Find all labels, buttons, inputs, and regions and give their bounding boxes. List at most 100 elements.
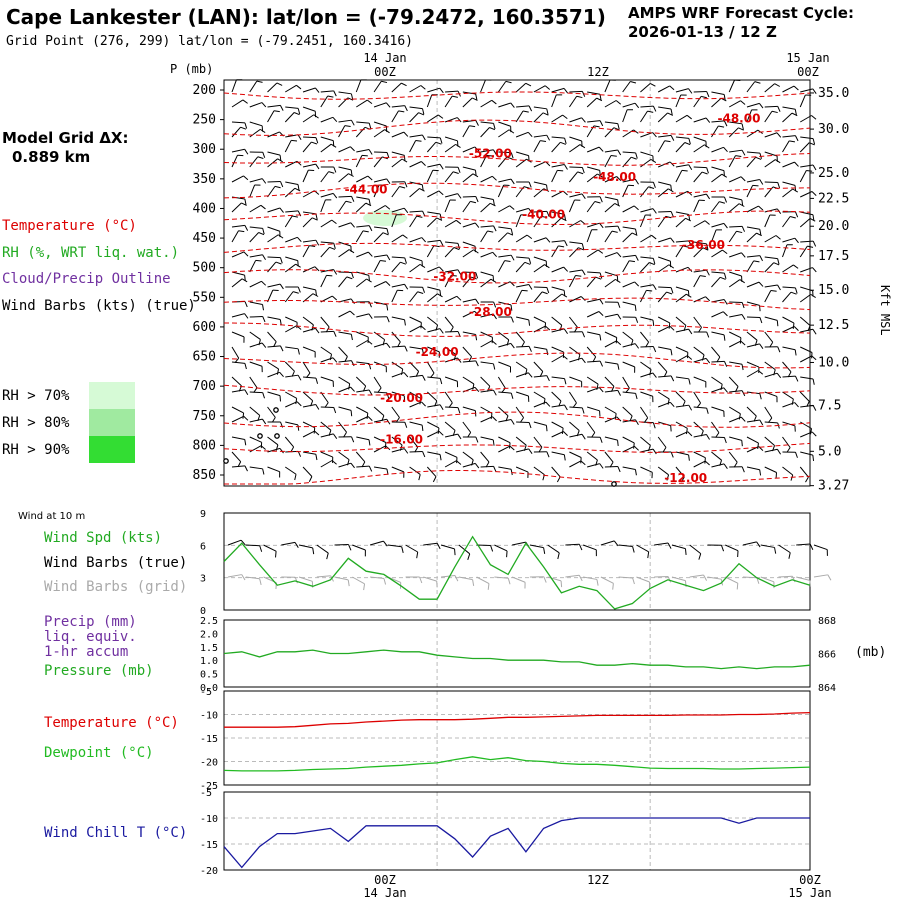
isotherm-line — [223, 91, 811, 100]
wind-barb — [373, 260, 381, 273]
wind-barb-grid — [494, 576, 509, 579]
wind-barb — [622, 445, 635, 453]
wind-barb — [302, 430, 315, 438]
wind-barb-feather — [474, 146, 480, 152]
wind-barb — [657, 325, 671, 333]
wind-barb — [356, 225, 370, 228]
wind-barb-feather — [634, 179, 639, 185]
wind-barb — [231, 278, 243, 288]
wind-barb — [640, 256, 654, 259]
wind-barb — [764, 361, 776, 371]
wind-barb — [551, 87, 565, 93]
wind-barb-feather — [432, 476, 437, 483]
wind-barb-feather — [599, 222, 604, 229]
wind-barb-grid-feather — [578, 575, 583, 582]
wind-barb-feather — [668, 188, 674, 193]
wind-barb-feather — [542, 112, 549, 116]
wind-barb-feather — [439, 378, 443, 385]
windchill-tick-label: -15 — [200, 840, 218, 851]
wind-barb-feather — [331, 460, 337, 465]
wind-barb-feather — [295, 398, 298, 405]
wind-barb — [285, 181, 299, 185]
wind-barb — [640, 391, 653, 397]
wind-barb-feather — [741, 226, 746, 232]
wind-barb — [551, 94, 557, 108]
wind-barb-feather — [297, 424, 300, 431]
wind-barb-feather — [557, 169, 564, 172]
wind-barb — [426, 141, 437, 153]
wind-barb — [800, 164, 814, 168]
wind-barb — [693, 166, 707, 169]
wind-barb — [729, 416, 742, 423]
wind-barb-feather — [418, 474, 421, 481]
wind-barb-feather — [688, 328, 693, 335]
wind-barb — [551, 286, 565, 291]
wind-barb — [764, 105, 778, 108]
wind-barb — [604, 451, 614, 463]
wind-barb — [746, 301, 760, 306]
wind-barb — [693, 376, 707, 383]
height-tick-label: 10.0 — [818, 355, 849, 370]
legend-dewpoint-series: Dewpoint (°C) — [44, 745, 154, 761]
wind-barb — [285, 391, 297, 399]
wind-barb-feather — [368, 465, 373, 472]
wind-barb-feather — [581, 331, 586, 338]
wind-barb-true-feather — [578, 544, 583, 551]
wind-barb — [764, 290, 772, 303]
wind-barb — [444, 117, 458, 123]
wind-barb — [604, 331, 617, 338]
wind-barb — [764, 436, 775, 446]
wind-barb-feather — [794, 237, 799, 244]
wind-barb-feather — [455, 219, 462, 225]
wind-barb — [338, 200, 347, 213]
wind-barb-grid-feather — [487, 583, 490, 590]
wind-barb — [658, 346, 672, 350]
wind-barb-feather — [475, 298, 480, 305]
wind-barb-feather — [368, 122, 372, 129]
wind-barb — [782, 436, 791, 448]
wind-barb-grid-feather — [703, 574, 708, 581]
wind-barb — [373, 205, 386, 213]
wind-barb — [764, 421, 778, 424]
wind-barb-feather — [333, 407, 337, 414]
wind-barb-feather — [244, 122, 248, 129]
wind-barb-true-feather — [809, 543, 814, 550]
wind-barb — [586, 201, 596, 213]
wind-barb-feather — [581, 117, 586, 123]
wind-barb-feather — [652, 346, 657, 353]
wind-barb-feather — [756, 232, 762, 237]
wind-barb — [409, 237, 422, 243]
wind-barb — [622, 301, 636, 306]
wind-barb-feather — [812, 329, 817, 335]
wind-barb — [551, 451, 565, 456]
wind-barb-feather — [243, 251, 249, 257]
time-top-label-3b: 00Z — [797, 65, 819, 79]
wind-barb-feather — [521, 289, 528, 292]
wind-barb-feather — [811, 115, 817, 120]
wind-barb-feather — [422, 287, 426, 293]
wind-barb-feather — [596, 97, 603, 102]
isotherm-label: -20.00 — [380, 391, 423, 405]
wind-barb-feather — [435, 141, 442, 145]
wind-barb — [533, 264, 545, 273]
wind-barb-feather — [261, 178, 267, 184]
wind-barb-feather — [755, 156, 762, 160]
wind-barb-feather — [754, 81, 761, 84]
wind-barb-feather — [646, 289, 653, 292]
wind-barb — [800, 267, 813, 273]
wind-barb — [427, 136, 441, 139]
wind-barb-feather — [421, 161, 426, 166]
wind-barb-feather — [291, 139, 298, 142]
wind-barb-feather — [472, 173, 479, 178]
wind-barb — [320, 171, 330, 183]
wind-barb-feather — [705, 358, 711, 364]
wind-barb-feather — [649, 262, 655, 266]
wind-barb-feather — [706, 269, 710, 276]
wind-barb — [515, 151, 529, 157]
wind-barb-feather — [297, 451, 302, 457]
wind-barb-feather — [491, 175, 497, 181]
wind-barb — [462, 421, 472, 433]
wind-barb-grid-feather — [241, 574, 246, 581]
wind-barb — [782, 316, 795, 324]
wind-barb-feather — [273, 110, 280, 113]
